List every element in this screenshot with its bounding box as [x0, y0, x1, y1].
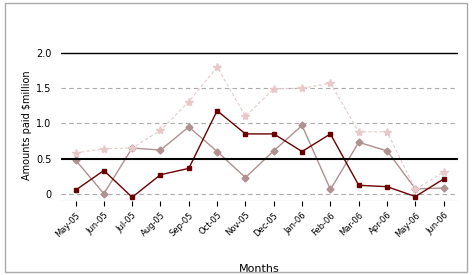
Contract 348 — [73, 189, 78, 192]
Contract 349 — [271, 149, 277, 152]
X-axis label: Months: Months — [239, 264, 280, 274]
Contract 349 — [328, 188, 333, 191]
Total — [328, 82, 333, 85]
Contract 349 — [384, 149, 390, 152]
Contract 348 — [271, 132, 277, 136]
Contract 349 — [73, 158, 78, 162]
Contract 349 — [243, 176, 248, 179]
Contract 348 — [328, 132, 333, 136]
Total — [299, 87, 305, 90]
Total — [214, 65, 220, 69]
Total — [271, 87, 277, 90]
Contract 349 — [158, 148, 163, 152]
Contract 349 — [214, 150, 220, 153]
Total — [356, 130, 362, 133]
Total — [158, 129, 163, 132]
Line: Total: Total — [71, 63, 448, 194]
Total — [186, 100, 192, 103]
Y-axis label: Amounts paid $million: Amounts paid $million — [22, 70, 32, 180]
Total — [384, 130, 390, 133]
Total — [129, 146, 135, 150]
Total — [73, 151, 78, 155]
Line: Contract 348: Contract 348 — [73, 108, 446, 200]
Line: Contract 349: Contract 349 — [73, 123, 446, 196]
Contract 348 — [413, 195, 418, 198]
Contract 349 — [129, 146, 135, 150]
Contract 349 — [413, 187, 418, 191]
Contract 349 — [441, 186, 447, 190]
Contract 348 — [356, 184, 362, 187]
Contract 349 — [299, 124, 305, 127]
Contract 348 — [214, 109, 220, 112]
Contract 348 — [101, 169, 107, 172]
Contract 348 — [299, 150, 305, 153]
Contract 349 — [186, 125, 192, 128]
Contract 348 — [441, 177, 447, 181]
Contract 348 — [243, 132, 248, 136]
Total — [101, 147, 107, 150]
Total — [243, 115, 248, 118]
Contract 349 — [101, 192, 107, 195]
Contract 349 — [356, 141, 362, 144]
Total — [413, 188, 418, 191]
Contract 348 — [186, 167, 192, 170]
Contract 348 — [158, 173, 163, 176]
Contract 348 — [384, 185, 390, 188]
Contract 348 — [129, 196, 135, 199]
Total — [441, 170, 447, 174]
